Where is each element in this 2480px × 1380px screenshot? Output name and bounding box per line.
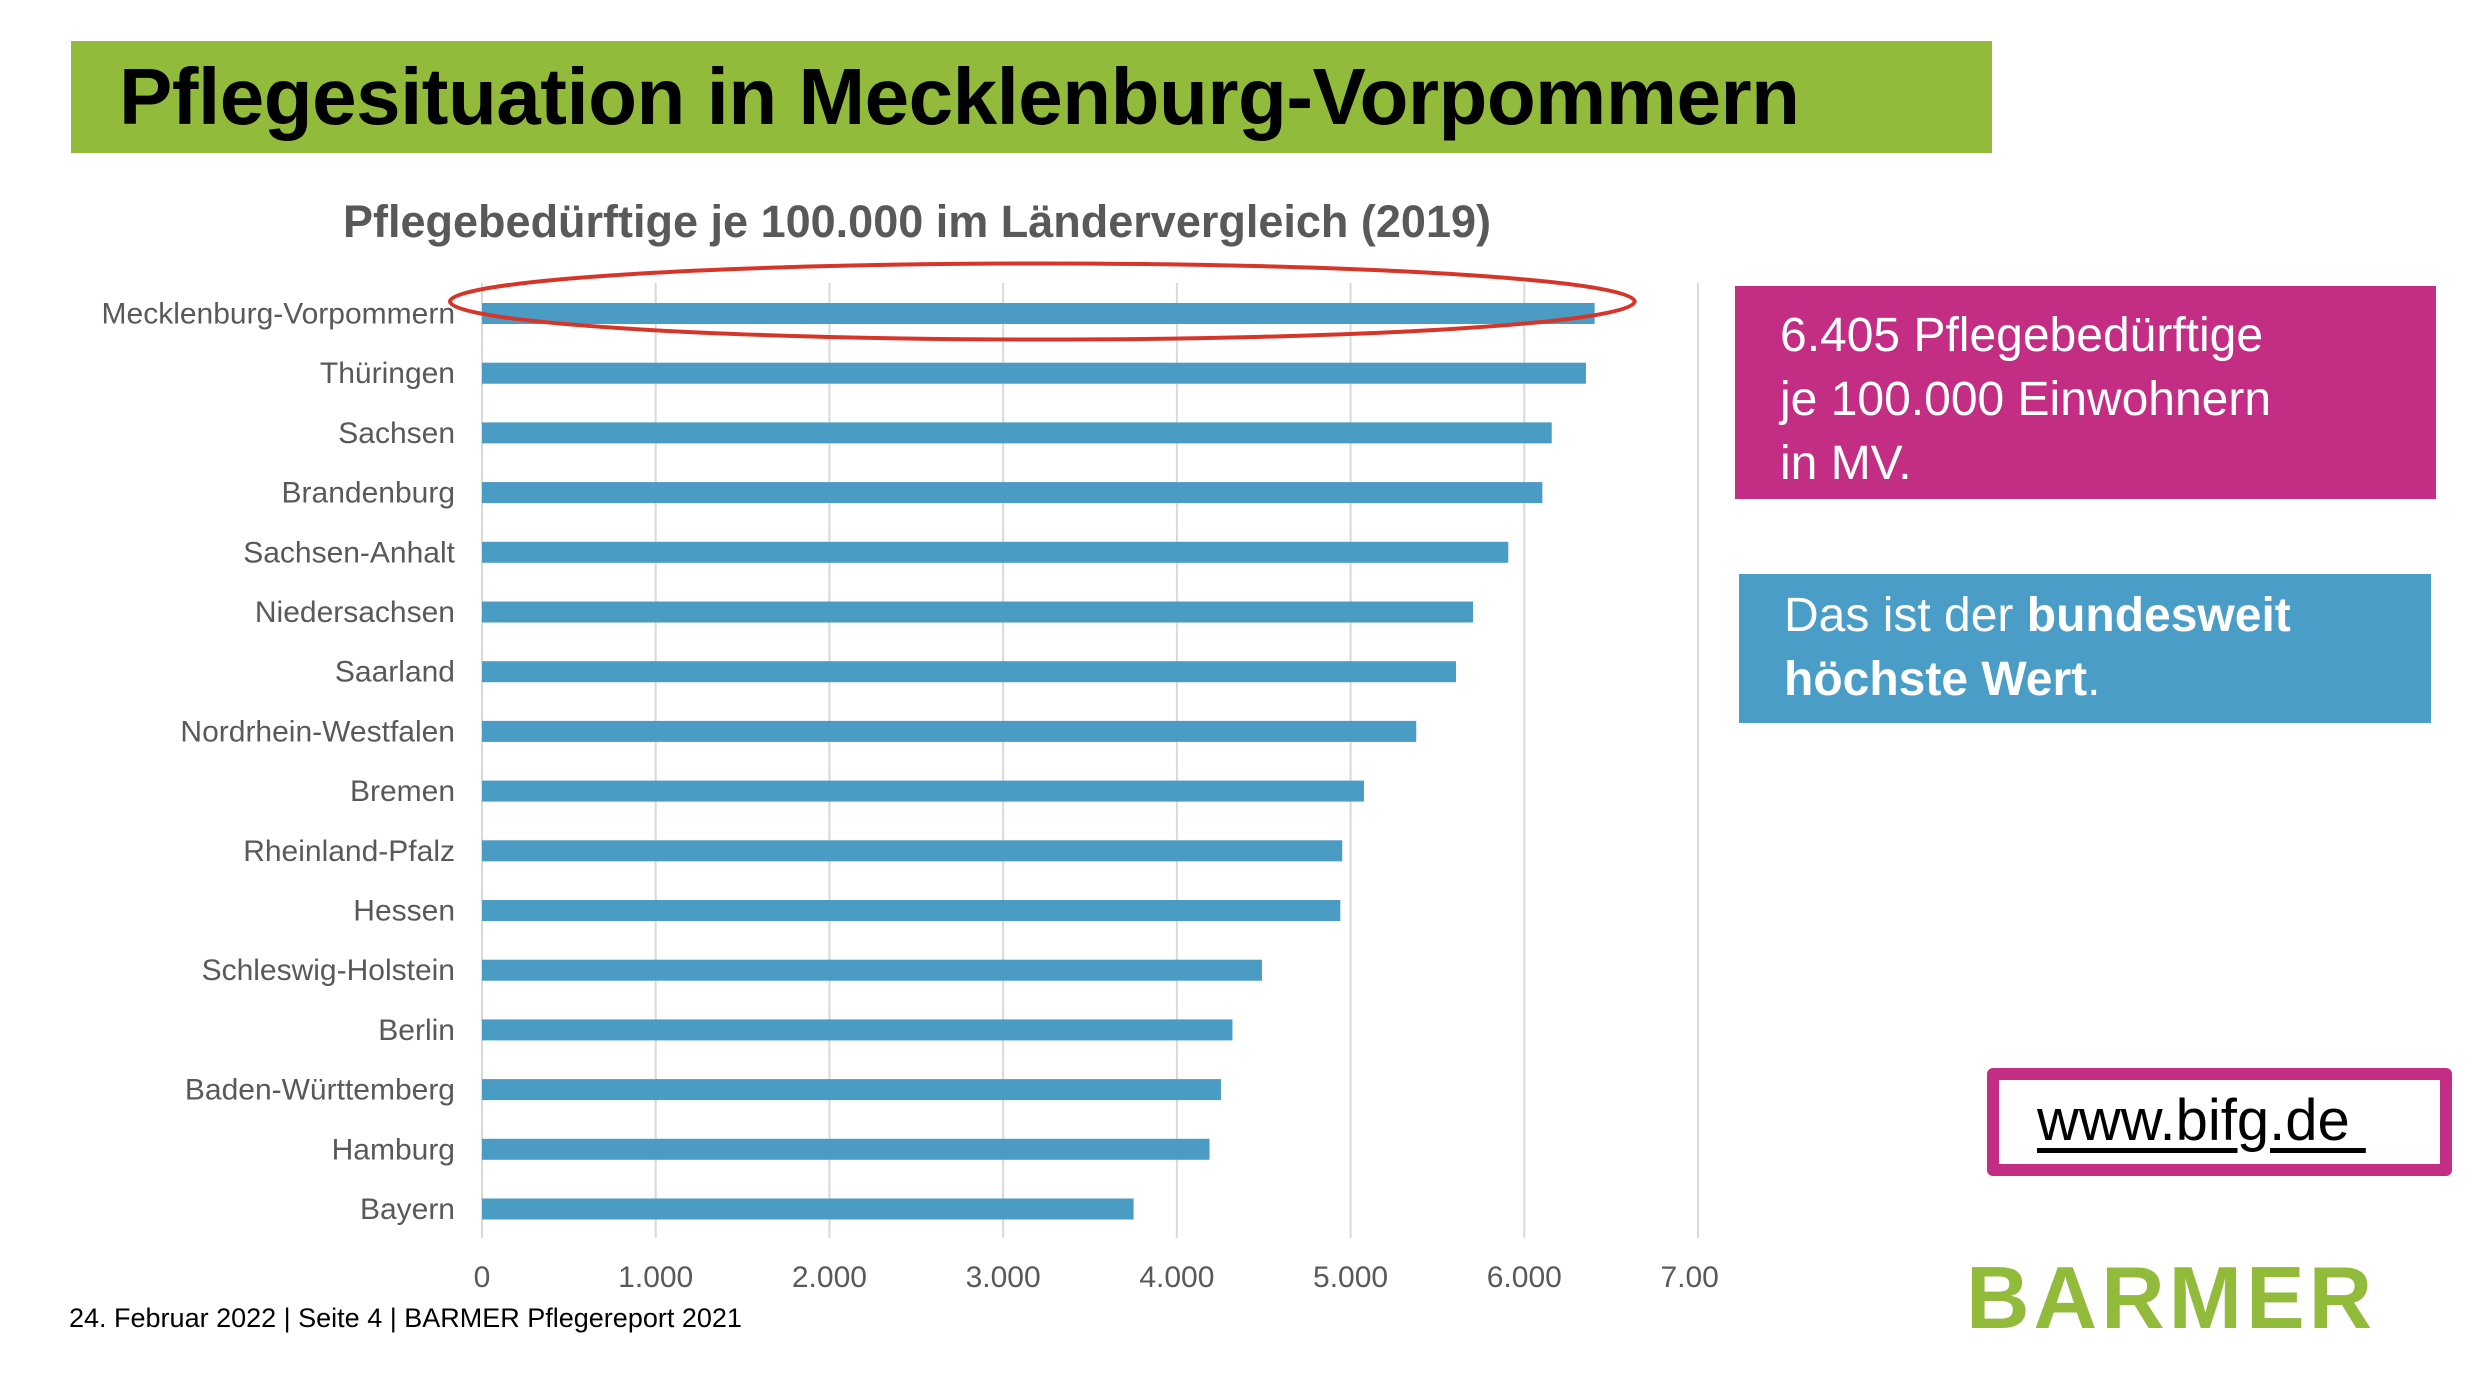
highlight-callout-box: 6.405 Pflegebedürftige je 100.000 Einwoh… (1735, 286, 2436, 499)
bars (482, 303, 1595, 1220)
category-label: Thüringen (320, 357, 455, 390)
bar (482, 661, 1457, 683)
bar (482, 1079, 1221, 1101)
callout-line: je 100.000 Einwohnern (1780, 373, 2272, 426)
bar (482, 422, 1552, 444)
title-banner: Pflegesituation in Mecklenburg-Vorpommer… (71, 41, 1992, 153)
bar (482, 959, 1262, 981)
info-text-plain: . (2087, 653, 2101, 706)
x-tick-label: 2.000 (792, 1261, 867, 1294)
bar (482, 1138, 1210, 1160)
bar (482, 541, 1509, 563)
bar (482, 482, 1543, 504)
x-tick-label: 4.000 (1139, 1261, 1214, 1294)
bar (482, 840, 1343, 862)
x-tick-label: 3.000 (966, 1261, 1041, 1294)
info-line-2: höchste Wert. (1784, 648, 2291, 712)
info-text-plain: Das ist der (1784, 589, 2027, 642)
x-tick-label: 7.000 (1660, 1261, 1720, 1294)
page-title: Pflegesituation in Mecklenburg-Vorpommer… (119, 52, 1800, 141)
category-label: Bremen (350, 775, 455, 808)
category-label: Hamburg (332, 1133, 455, 1166)
info-text-bold: höchste Wert (1784, 653, 2088, 706)
website-link-box[interactable]: www.bifg.de (1987, 1068, 2452, 1176)
category-label: Mecklenburg-Vorpommern (102, 298, 455, 331)
category-label: Brandenburg (282, 477, 455, 510)
website-link[interactable]: www.bifg.de (2037, 1088, 2366, 1153)
slide-footer: 24. Februar 2022 | Seite 4 | BARMER Pfle… (69, 1303, 742, 1333)
info-line-1: Das ist der bundesweit (1784, 584, 2291, 648)
category-labels: Mecklenburg-Vorpommern Thüringen Sachsen Br… (102, 298, 456, 1227)
bar (482, 720, 1417, 742)
category-label: Hessen (353, 895, 455, 928)
category-label: Bayern (360, 1193, 455, 1226)
category-label: Sachsen-Anhalt (243, 536, 455, 569)
category-label: Berlin (378, 1014, 455, 1047)
bar (482, 601, 1474, 623)
category-label: Baden-Württemberg (185, 1074, 455, 1107)
bar (482, 362, 1586, 384)
chart-title: Pflegebedürftige je 100.000 im Länderver… (343, 196, 1491, 247)
x-tick-labels: 0 1.000 2.000 3.000 4.000 5.000 6.000 7.000 (474, 1261, 1720, 1294)
barmer-logo: BARMER (1966, 1248, 2377, 1347)
x-tick-label: 1.000 (618, 1261, 693, 1294)
category-label: Rheinland-Pfalz (243, 835, 455, 868)
bar (482, 780, 1364, 802)
callout-line: in MV. (1780, 437, 1912, 490)
category-label: Nordrhein-Westfalen (180, 715, 455, 748)
category-label: Niedersachsen (255, 596, 455, 629)
category-label: Sachsen (338, 417, 455, 450)
category-label: Schleswig-Holstein (202, 954, 455, 987)
x-tick-label: 0 (474, 1261, 491, 1294)
highlight-ellipse (447, 261, 1637, 342)
callout-line: 6.405 Pflegebedürftige (1780, 309, 2264, 362)
info-text-bold: bundesweit (2026, 589, 2291, 642)
info-callout-box: Das ist der bundesweit höchste Wert. (1739, 574, 2431, 723)
bar (482, 900, 1341, 921)
bar-chart: Mecklenburg-Vorpommern Thüringen Sachsen Br… (102, 261, 1720, 1294)
x-tick-label: 5.000 (1313, 1261, 1388, 1294)
bar (482, 303, 1595, 324)
category-label: Saarland (335, 656, 455, 689)
bar (482, 1198, 1134, 1220)
bar (482, 1019, 1233, 1041)
x-tick-label: 6.000 (1487, 1261, 1562, 1294)
